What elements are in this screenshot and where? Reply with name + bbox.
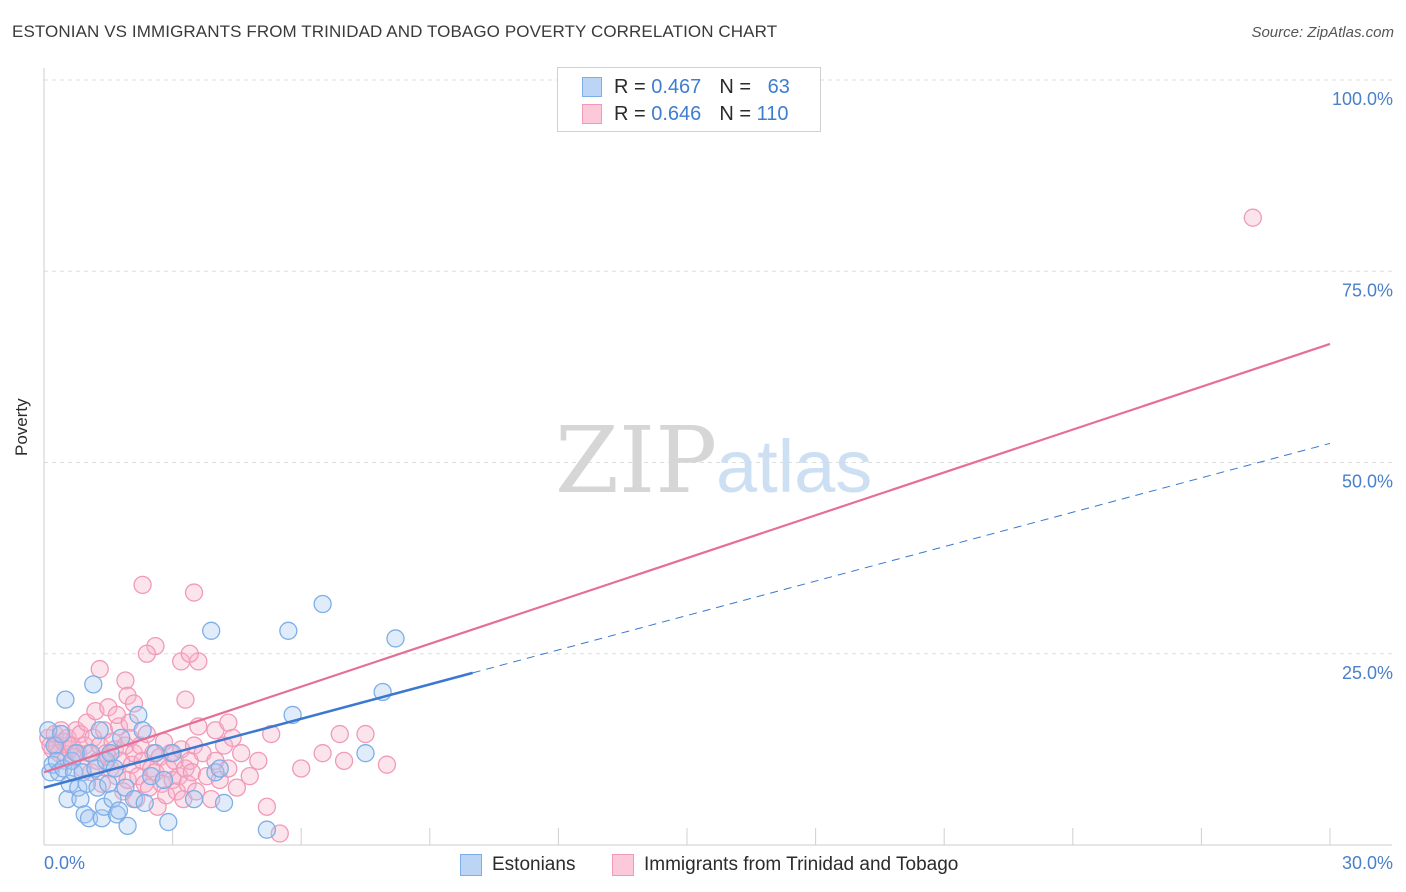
source-label: Source: ZipAtlas.com: [1251, 24, 1394, 41]
immigrants-point: [133, 575, 152, 595]
legend-swatch-pink: [612, 854, 634, 876]
x-tick-label: 0.0%: [44, 853, 85, 873]
estonians-point: [88, 778, 107, 797]
immigrants-point: [334, 751, 354, 770]
immigrants-point: [116, 671, 135, 690]
immigrants-point: [257, 797, 277, 816]
estonians-point: [386, 629, 405, 648]
legend-immigrants-label: Immigrants from Trinidad and Tobago: [644, 854, 959, 875]
estonians-point: [84, 675, 103, 694]
immigrants-trend-line: [43, 342, 1331, 774]
legend-swatch-blue: [460, 854, 482, 876]
estonians-point: [99, 774, 118, 793]
estonians-point: [257, 820, 277, 839]
immigrants-point: [232, 744, 251, 763]
immigrants-point: [137, 644, 157, 663]
estonians-point: [118, 816, 137, 836]
immigrants-point: [377, 755, 397, 774]
immigrants-point: [90, 659, 109, 679]
immigrants-point: [109, 717, 129, 736]
estonians-point: [71, 789, 90, 809]
immigrants-point: [313, 744, 332, 763]
estonians-point: [92, 809, 112, 828]
watermark-atlas: atlas: [716, 425, 872, 508]
estonians-point: [79, 809, 99, 828]
immigrants-point: [292, 759, 311, 778]
y-axis-label: Poverty: [12, 398, 31, 456]
axes: [43, 68, 1392, 846]
y-tick-label: 50.0%: [1342, 472, 1393, 492]
estonians-point: [133, 721, 152, 740]
legend-estonians: Estonians: [460, 852, 575, 878]
immigrants-point: [330, 724, 349, 744]
immigrants-point: [227, 778, 247, 797]
immigrants-points: [39, 208, 1262, 843]
estonians-point: [58, 789, 77, 809]
trend-lines: [43, 342, 1331, 789]
immigrants-point: [180, 644, 199, 663]
immigrants-point: [1243, 208, 1262, 227]
estonians-point: [124, 789, 144, 809]
estonians-point: [135, 793, 154, 813]
estonians-trend-dashed: [472, 442, 1331, 674]
estonians-point: [279, 621, 298, 640]
legend-n-label: N =: [719, 75, 751, 98]
legend-r-label: R =: [614, 75, 646, 98]
x-tick-label: 30.0%: [1342, 853, 1393, 873]
legend-swatch-blue: [582, 77, 602, 97]
watermark-zip: ZIP: [555, 407, 717, 514]
y-tick-label: 100.0%: [1332, 89, 1393, 109]
immigrants-point: [176, 690, 195, 709]
estonians-point: [313, 594, 332, 614]
legend-r-value: 0.646: [651, 102, 702, 125]
legend-immigrants: Immigrants from Trinidad and Tobago: [612, 852, 958, 878]
estonians-point: [56, 690, 75, 709]
estonians-point: [210, 759, 229, 778]
legend-row-estonians: R = 0.467 N = 63: [582, 75, 790, 99]
estonians-point: [159, 812, 178, 832]
estonians-point: [214, 793, 234, 813]
legend-n-value: 63: [767, 75, 790, 98]
y-tick-label: 25.0%: [1342, 663, 1393, 683]
estonians-point: [202, 621, 221, 640]
immigrants-point: [124, 694, 144, 713]
legend-n-label: N =: [719, 102, 751, 125]
immigrants-point: [240, 767, 259, 786]
estonians-point: [51, 724, 71, 744]
grid-lines: [44, 79, 1392, 655]
y-tick-label: 75.0%: [1342, 280, 1393, 300]
estonians-point: [356, 744, 375, 763]
immigrants-point: [182, 763, 202, 782]
immigrants-point: [219, 713, 238, 732]
estonians-point: [154, 770, 174, 790]
immigrants-point: [356, 724, 375, 744]
estonians-point: [45, 736, 64, 755]
estonians-point: [109, 801, 129, 820]
legend-swatch-pink: [582, 104, 602, 124]
tick-labels: 25.0% 50.0% 75.0% 100.0% 0.0% 30.0%: [44, 89, 1393, 873]
legend-estonians-label: Estonians: [492, 854, 576, 875]
legend-n-value: 110: [756, 102, 789, 125]
estonians-points: [39, 594, 405, 839]
immigrants-point: [184, 583, 204, 602]
legend-row-immigrants: R = 0.646 N = 110: [582, 102, 788, 126]
estonians-trend-line: [43, 671, 473, 789]
legend-r-label: R =: [614, 102, 646, 125]
stats-legend: R = 0.467 N = 63 R = 0.646 N = 110: [557, 67, 821, 132]
estonians-point: [184, 789, 204, 809]
estonians-point: [129, 705, 148, 725]
chart-title: ESTONIAN VS IMMIGRANTS FROM TRINIDAD AND…: [12, 22, 778, 41]
immigrants-point: [249, 751, 268, 770]
estonians-point: [90, 721, 109, 740]
immigrants-point: [157, 786, 176, 805]
legend-r-value: 0.467: [651, 75, 702, 98]
